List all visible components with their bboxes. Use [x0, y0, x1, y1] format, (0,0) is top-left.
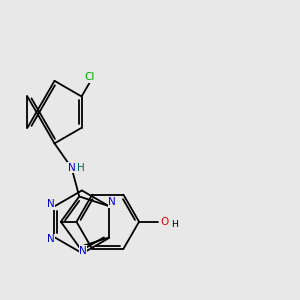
- Text: H: H: [77, 163, 85, 173]
- Text: N: N: [46, 199, 54, 209]
- Text: Cl: Cl: [84, 72, 94, 82]
- Text: N: N: [79, 246, 87, 256]
- Text: H: H: [171, 220, 178, 229]
- Text: N: N: [46, 234, 54, 244]
- Text: O: O: [160, 217, 169, 227]
- Text: N: N: [108, 197, 116, 207]
- Text: N: N: [68, 163, 75, 173]
